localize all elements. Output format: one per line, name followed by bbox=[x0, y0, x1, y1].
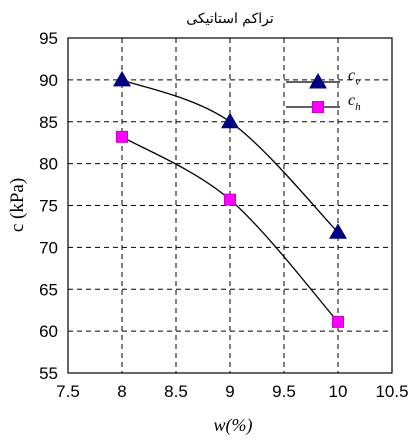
data-point-ch bbox=[116, 130, 128, 143]
x-tick-label: 10.5 bbox=[375, 382, 408, 401]
data-point-cv bbox=[309, 73, 327, 89]
y-tick-label: 95 bbox=[39, 29, 58, 48]
legend-label-ch: ch bbox=[348, 92, 361, 113]
x-tick-label: 7.5 bbox=[56, 382, 80, 401]
x-tick-label: 10 bbox=[329, 382, 348, 401]
x-tick-label: 8 bbox=[117, 382, 126, 401]
x-tick-label: 8.5 bbox=[164, 382, 188, 401]
data-point-ch bbox=[312, 101, 324, 113]
x-tick-label: 9.5 bbox=[272, 382, 296, 401]
y-tick-label: 65 bbox=[39, 280, 58, 299]
y-tick-label: 55 bbox=[39, 364, 58, 383]
x-tick-label: 9 bbox=[225, 382, 234, 401]
legend-label-cv: cv bbox=[348, 67, 360, 88]
y-tick-label: 90 bbox=[39, 71, 58, 90]
data-point-cv bbox=[329, 223, 347, 239]
y-tick-label: 75 bbox=[39, 197, 58, 216]
y-axis-label: c (kPa) bbox=[7, 178, 28, 232]
series-layer bbox=[113, 70, 347, 328]
data-point-ch bbox=[224, 193, 236, 206]
y-tick-label: 70 bbox=[39, 238, 58, 257]
y-tick-label: 85 bbox=[39, 113, 58, 132]
legend: cv ch bbox=[286, 67, 361, 113]
plot-frame bbox=[67, 37, 393, 374]
y-tick-label: 60 bbox=[39, 322, 58, 341]
x-axis-label: w(%) bbox=[214, 415, 253, 436]
y-tick-label: 80 bbox=[39, 155, 58, 174]
chart-title: تراکم استاتیکی bbox=[186, 11, 274, 27]
data-point-ch bbox=[332, 315, 344, 328]
data-point-cv bbox=[221, 112, 239, 129]
tick-labels: 7.5 8 8.5 9 9.5 10 10.5 55 60 65 70 75 80 85 90 95 bbox=[39, 29, 408, 401]
data-point-cv bbox=[113, 70, 131, 87]
